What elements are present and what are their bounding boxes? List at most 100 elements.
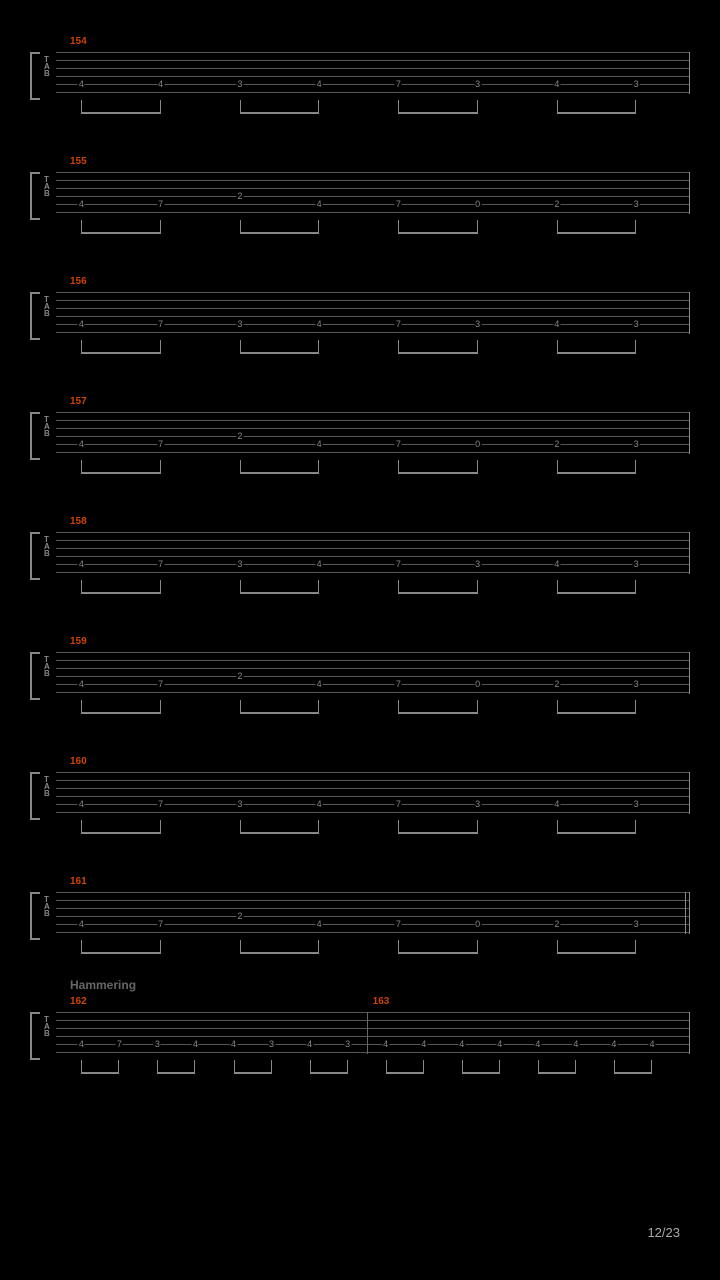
- fret-number: 3: [154, 1040, 161, 1048]
- fret-number: 4: [78, 680, 85, 688]
- staff: 47247023: [56, 172, 690, 214]
- string-line: [56, 1012, 690, 1013]
- string-line: [56, 84, 690, 85]
- tab-clef-label: TAB: [44, 56, 50, 77]
- staff: 47247023: [56, 892, 690, 934]
- fret-number: 3: [236, 800, 243, 808]
- fret-number: 4: [78, 80, 85, 88]
- beam-group: [81, 940, 160, 954]
- measure-number: 156: [70, 276, 87, 287]
- beam-part: [557, 712, 636, 714]
- string-line: [56, 572, 690, 573]
- barline: [689, 172, 690, 214]
- fret-number: 3: [633, 920, 640, 928]
- staff: 47347343: [56, 532, 690, 574]
- fret-number: 7: [395, 680, 402, 688]
- tab-clef-label: TAB: [44, 296, 50, 317]
- beam-group: [240, 820, 319, 834]
- measure: 160TAB47347343: [30, 770, 690, 842]
- string-line: [56, 924, 690, 925]
- measure: 161TAB47247023: [30, 890, 690, 962]
- string-line: [56, 684, 690, 685]
- fret-number: 2: [553, 200, 560, 208]
- string-line: [56, 188, 690, 189]
- staff: 4734434344444444: [56, 1012, 690, 1054]
- beam-group: [398, 580, 477, 594]
- string-line: [56, 300, 690, 301]
- fret-number: 7: [395, 80, 402, 88]
- measure: 156TAB47347343: [30, 290, 690, 362]
- beam-part: [240, 832, 319, 834]
- beam-part: [614, 1072, 652, 1074]
- measure-number: 159: [70, 636, 87, 647]
- beam-part: [240, 472, 319, 474]
- fret-number: 4: [496, 1040, 503, 1048]
- string-line: [56, 668, 690, 669]
- barline: [689, 412, 690, 454]
- fret-number: 2: [236, 432, 243, 440]
- string-line: [56, 1044, 690, 1045]
- fret-number: 4: [610, 1040, 617, 1048]
- fret-number: 4: [458, 1040, 465, 1048]
- fret-number: 0: [474, 200, 481, 208]
- beam-group: [462, 1060, 500, 1074]
- beam-group: [557, 220, 636, 234]
- fret-number: 3: [268, 1040, 275, 1048]
- string-line: [56, 60, 690, 61]
- beam-part: [398, 952, 477, 954]
- string-line: [56, 556, 690, 557]
- fret-number: 4: [382, 1040, 389, 1048]
- string-line: [56, 444, 690, 445]
- beam-group: [81, 100, 160, 114]
- measure: 155TAB47247023: [30, 170, 690, 242]
- beam-part: [557, 832, 636, 834]
- barline: [689, 892, 690, 934]
- fret-number: 0: [474, 440, 481, 448]
- fret-number: 3: [344, 1040, 351, 1048]
- fret-number: 4: [78, 320, 85, 328]
- fret-number: 4: [553, 320, 560, 328]
- beam-part: [386, 1072, 424, 1074]
- fret-number: 7: [157, 680, 164, 688]
- string-line: [56, 452, 690, 453]
- string-line: [56, 204, 690, 205]
- fret-number: 4: [78, 560, 85, 568]
- beam-part: [81, 592, 160, 594]
- beam-group: [234, 1060, 272, 1074]
- string-line: [56, 76, 690, 77]
- fret-number: 7: [395, 320, 402, 328]
- fret-number: 7: [395, 200, 402, 208]
- barline: [689, 532, 690, 574]
- fret-number: 4: [78, 200, 85, 208]
- fret-number: 4: [78, 1040, 85, 1048]
- beam-group: [81, 580, 160, 594]
- beam-group: [81, 820, 160, 834]
- fret-number: 4: [316, 800, 323, 808]
- fret-number: 4: [157, 80, 164, 88]
- beam-group: [240, 580, 319, 594]
- fret-number: 2: [553, 920, 560, 928]
- fret-number: 3: [474, 800, 481, 808]
- beam-part: [398, 592, 477, 594]
- beam-part: [462, 1072, 500, 1074]
- beam-part: [81, 352, 160, 354]
- beam-group: [557, 580, 636, 594]
- string-line: [56, 1052, 690, 1053]
- beam-group: [240, 220, 319, 234]
- beam-group: [557, 340, 636, 354]
- fret-number: 4: [420, 1040, 427, 1048]
- string-line: [56, 292, 690, 293]
- fret-number: 2: [236, 672, 243, 680]
- string-line: [56, 308, 690, 309]
- string-line: [56, 660, 690, 661]
- beam-group: [614, 1060, 652, 1074]
- barline: [689, 772, 690, 814]
- measure-number: 160: [70, 756, 87, 767]
- fret-number: 3: [474, 560, 481, 568]
- beam-part: [81, 112, 160, 114]
- string-line: [56, 804, 690, 805]
- measure: Hammering162TAB1634734434344444444: [30, 1010, 690, 1082]
- measure-number: 154: [70, 36, 87, 47]
- beam-part: [81, 232, 160, 234]
- measure: 154TAB44347343: [30, 50, 690, 122]
